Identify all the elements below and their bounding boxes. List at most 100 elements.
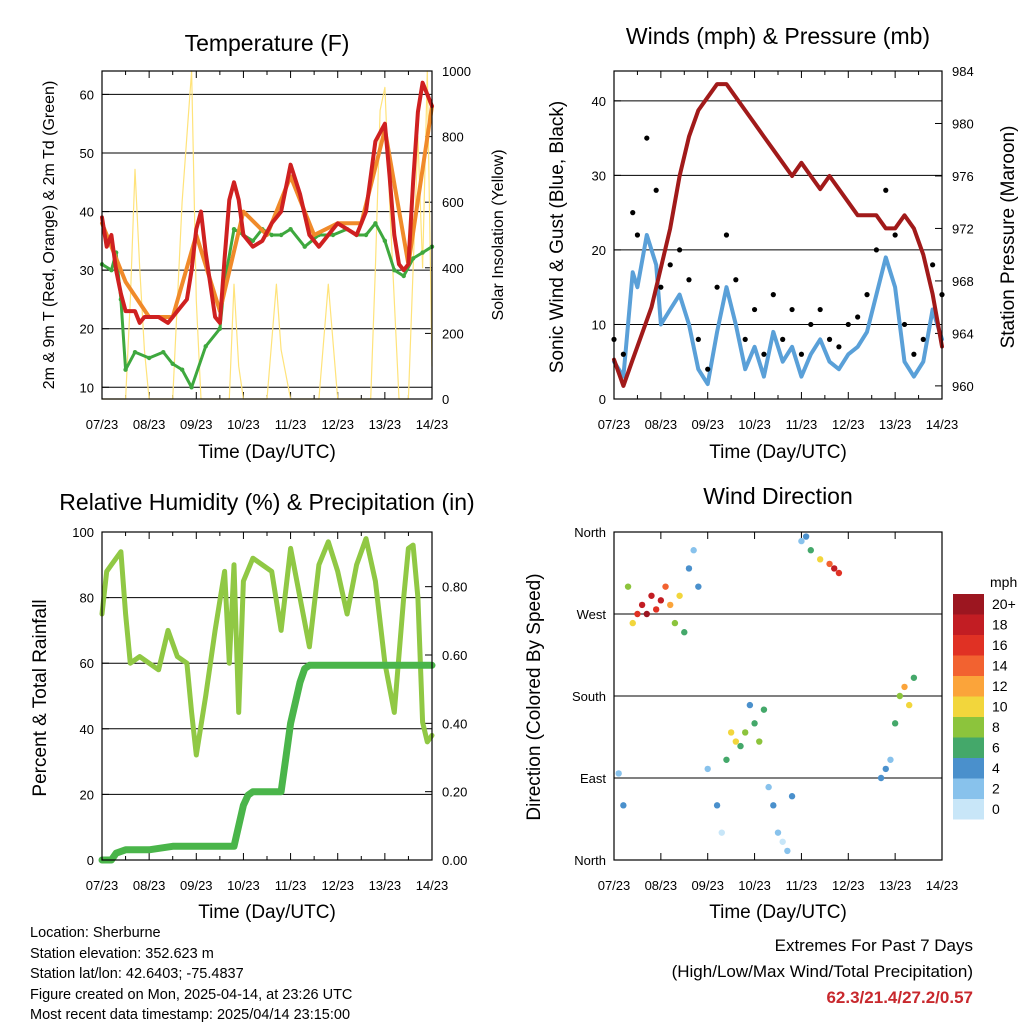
direction-point: [742, 729, 749, 736]
direction-point: [676, 592, 683, 599]
latlon-text: Station lat/lon: 42.6403; -75.4837: [30, 966, 244, 983]
x-tick-label: 10/23: [738, 417, 771, 432]
y-tick-label: 30: [80, 263, 94, 278]
data-point: [808, 321, 814, 328]
x-tick-label: 10/23: [227, 417, 260, 432]
x-tick-label: 08/23: [133, 878, 166, 893]
data-point: [705, 366, 711, 372]
direction-point: [648, 592, 655, 599]
colorbar-swatch: [953, 737, 984, 758]
y2-tick-label: 800: [442, 130, 464, 145]
direction-point: [788, 793, 796, 800]
direction-point: [695, 583, 702, 590]
extremes-box: Extremes For Past 7 Days (High/Low/Max W…: [672, 933, 973, 1011]
data-point: [269, 232, 274, 238]
y-tick-label: North: [574, 525, 606, 540]
data-point: [392, 267, 397, 273]
x-tick-label: 09/23: [180, 417, 213, 432]
data-point: [930, 262, 936, 268]
direction-point: [713, 802, 721, 809]
direction-point: [704, 765, 711, 773]
x-tick-label: 12/23: [321, 878, 354, 893]
plot-frame: [101, 531, 433, 861]
winds-xlabel: Time (Day/UTC): [709, 442, 847, 463]
y-tick-label: West: [577, 607, 607, 622]
x-tick-label: 09/23: [180, 878, 213, 893]
data-point: [723, 232, 730, 238]
solar-ylabel: Solar Insolation (Yellow): [490, 149, 507, 320]
data-point: [817, 306, 823, 313]
colorbar-label: 16: [992, 637, 1008, 653]
x-tick-label: 08/23: [645, 417, 678, 432]
direction-point: [620, 802, 627, 809]
series-line: [98, 661, 436, 864]
direction-point: [638, 601, 646, 609]
y-tick-label: 40: [592, 94, 606, 109]
direction-point: [657, 597, 665, 604]
direction-point: [882, 765, 889, 773]
y2-tick-label: 980: [952, 116, 974, 131]
x-tick-label: 14/23: [416, 417, 449, 432]
y-tick-label: 20: [80, 787, 94, 802]
y-tick-label: 0: [87, 853, 94, 868]
direction-point: [896, 692, 904, 700]
direction-point: [816, 556, 824, 563]
data-point: [911, 351, 917, 357]
data-point: [373, 221, 378, 226]
data-point: [170, 361, 175, 367]
station-info: Location: Sherburne Station elevation: 3…: [30, 923, 352, 1026]
colorbar-swatch: [953, 594, 984, 615]
x-tick-label: 12/23: [832, 417, 865, 432]
colorbar-swatch: [953, 655, 984, 676]
series-line: [100, 221, 434, 389]
data-point: [761, 351, 767, 357]
colorbar-swatch: [953, 635, 984, 656]
y2-tick-label: 0.40: [442, 716, 467, 731]
winds-ylabel: Sonic Wind & Gust (Blue, Black): [547, 101, 568, 373]
data-point: [231, 226, 237, 232]
direction-point: [667, 601, 674, 609]
elevation-text: Station elevation: 352.623 m: [30, 945, 214, 962]
y-tick-label: 60: [80, 656, 94, 671]
wind-direction-ylabel: Direction (Colored By Speed): [524, 573, 545, 820]
direction-point: [784, 847, 791, 855]
data-point: [644, 135, 650, 141]
direction-point: [615, 770, 622, 777]
data-point: [855, 314, 861, 320]
data-point: [410, 256, 416, 261]
x-tick-label: 07/23: [86, 878, 119, 893]
direction-point: [877, 774, 885, 782]
extremes-values: 62.3/21.4/27.2/0.57: [826, 988, 973, 1007]
direction-point: [906, 701, 913, 709]
direction-point: [681, 629, 688, 636]
data-point: [630, 210, 636, 216]
data-point: [250, 238, 256, 244]
data-point: [382, 238, 388, 244]
data-point: [667, 262, 673, 268]
data-point: [873, 247, 880, 253]
x-tick-label: 07/23: [86, 417, 119, 432]
y-tick-label: 40: [80, 205, 94, 220]
data-point: [677, 247, 683, 253]
y2-tick-label: 0.80: [442, 580, 467, 595]
recent-text: Most recent data timestamp: 2025/04/14 2…: [30, 1007, 351, 1024]
direction-point: [662, 583, 669, 590]
direction-point: [737, 742, 744, 750]
data-point: [203, 344, 208, 349]
x-tick-label: 11/23: [275, 878, 307, 893]
winds-panel: Winds (mph) & Pressure (mb) Time (Day/UT…: [547, 23, 1019, 463]
x-tick-label: 13/23: [369, 417, 402, 432]
y2-tick-label: 0.20: [442, 785, 467, 800]
y-tick-label: East: [580, 771, 606, 786]
data-point: [634, 232, 641, 238]
pressure-ylabel: Station Pressure (Maroon): [998, 126, 1019, 349]
direction-point: [723, 756, 730, 763]
direction-point: [671, 619, 679, 627]
data-point: [836, 344, 842, 350]
x-tick-label: 12/23: [832, 878, 865, 893]
y-tick-label: 40: [80, 722, 94, 737]
direction-point: [634, 610, 641, 618]
y-tick-label: 0: [599, 392, 606, 407]
wind-direction-title: Wind Direction: [703, 483, 853, 509]
y2-tick-label: 0: [442, 392, 449, 407]
